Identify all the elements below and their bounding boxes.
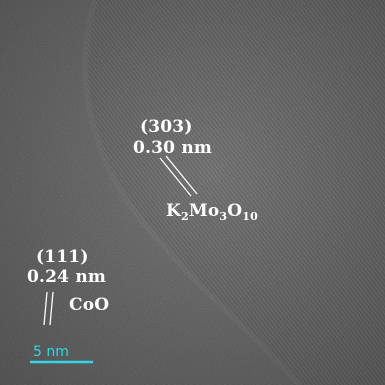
fringe-marker-b (43, 291, 48, 326)
spacing-label-024: 0.24 nm (27, 267, 107, 287)
plane-label-111: (111) (36, 247, 89, 267)
plane-label-303: (303) (140, 117, 193, 137)
spacing-label-030: 0.30 nm (133, 138, 213, 158)
scale-bar-label: 5 nm (33, 344, 69, 360)
compound-label-coo: CoO (69, 295, 110, 315)
fringe-marker-a (159, 157, 192, 197)
compound-label-k2mo3o10: K2Mo3O10 (166, 201, 258, 223)
